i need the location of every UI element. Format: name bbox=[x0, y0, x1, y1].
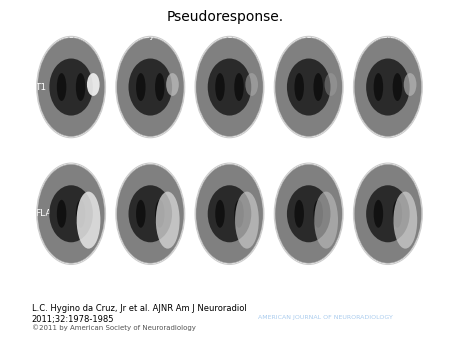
Ellipse shape bbox=[234, 73, 244, 101]
Ellipse shape bbox=[324, 73, 337, 96]
Ellipse shape bbox=[37, 38, 105, 137]
Ellipse shape bbox=[76, 73, 86, 101]
Ellipse shape bbox=[87, 73, 99, 96]
Ellipse shape bbox=[129, 58, 172, 116]
Ellipse shape bbox=[287, 58, 330, 116]
Ellipse shape bbox=[136, 73, 145, 101]
Ellipse shape bbox=[215, 200, 225, 228]
Ellipse shape bbox=[275, 164, 342, 263]
Ellipse shape bbox=[196, 38, 263, 137]
Ellipse shape bbox=[136, 200, 145, 228]
Ellipse shape bbox=[155, 200, 165, 228]
Ellipse shape bbox=[57, 200, 66, 228]
Text: Week 4: Week 4 bbox=[213, 31, 246, 40]
Ellipse shape bbox=[156, 192, 180, 249]
Ellipse shape bbox=[287, 185, 330, 242]
Ellipse shape bbox=[166, 73, 179, 96]
Ellipse shape bbox=[208, 58, 251, 116]
Ellipse shape bbox=[393, 200, 402, 228]
Ellipse shape bbox=[404, 73, 416, 96]
Ellipse shape bbox=[374, 73, 383, 101]
Ellipse shape bbox=[374, 200, 383, 228]
Ellipse shape bbox=[208, 185, 251, 242]
Ellipse shape bbox=[393, 192, 417, 249]
Text: Baseline: Baseline bbox=[52, 31, 90, 40]
Ellipse shape bbox=[245, 73, 258, 96]
Ellipse shape bbox=[215, 73, 225, 101]
Ellipse shape bbox=[50, 58, 93, 116]
Text: Week 8: Week 8 bbox=[292, 31, 325, 40]
Ellipse shape bbox=[393, 73, 402, 101]
Ellipse shape bbox=[366, 185, 410, 242]
Ellipse shape bbox=[76, 200, 86, 228]
Ellipse shape bbox=[50, 185, 93, 242]
Ellipse shape bbox=[234, 200, 244, 228]
Ellipse shape bbox=[314, 192, 338, 249]
Ellipse shape bbox=[117, 164, 184, 263]
Ellipse shape bbox=[57, 73, 66, 101]
Ellipse shape bbox=[76, 192, 100, 249]
Ellipse shape bbox=[366, 58, 410, 116]
Ellipse shape bbox=[275, 38, 342, 137]
Ellipse shape bbox=[235, 192, 259, 249]
Text: L.C. Hygino da Cruz, Jr et al. AJNR Am J Neuroradiol
2011;32:1978-1985: L.C. Hygino da Cruz, Jr et al. AJNR Am J… bbox=[32, 304, 246, 323]
Ellipse shape bbox=[354, 38, 422, 137]
Ellipse shape bbox=[129, 185, 172, 242]
Ellipse shape bbox=[196, 164, 263, 263]
Text: AMERICAN JOURNAL OF NEURORADIOLOGY: AMERICAN JOURNAL OF NEURORADIOLOGY bbox=[258, 315, 392, 320]
Text: Pseudoresponse.: Pseudoresponse. bbox=[166, 10, 284, 24]
Ellipse shape bbox=[294, 73, 304, 101]
Ellipse shape bbox=[155, 73, 165, 101]
Text: AJNR: AJNR bbox=[288, 287, 363, 311]
Ellipse shape bbox=[314, 200, 323, 228]
Ellipse shape bbox=[37, 164, 105, 263]
Text: FLAIR: FLAIR bbox=[36, 209, 61, 218]
Ellipse shape bbox=[117, 38, 184, 137]
Text: ©2011 by American Society of Neuroradiology: ©2011 by American Society of Neuroradiol… bbox=[32, 324, 195, 331]
Ellipse shape bbox=[354, 164, 422, 263]
Text: Day 1: Day 1 bbox=[137, 31, 163, 40]
Ellipse shape bbox=[294, 200, 304, 228]
Ellipse shape bbox=[314, 73, 323, 101]
Text: Week 16: Week 16 bbox=[368, 31, 408, 40]
Text: T1 Post Gd: T1 Post Gd bbox=[36, 82, 84, 92]
